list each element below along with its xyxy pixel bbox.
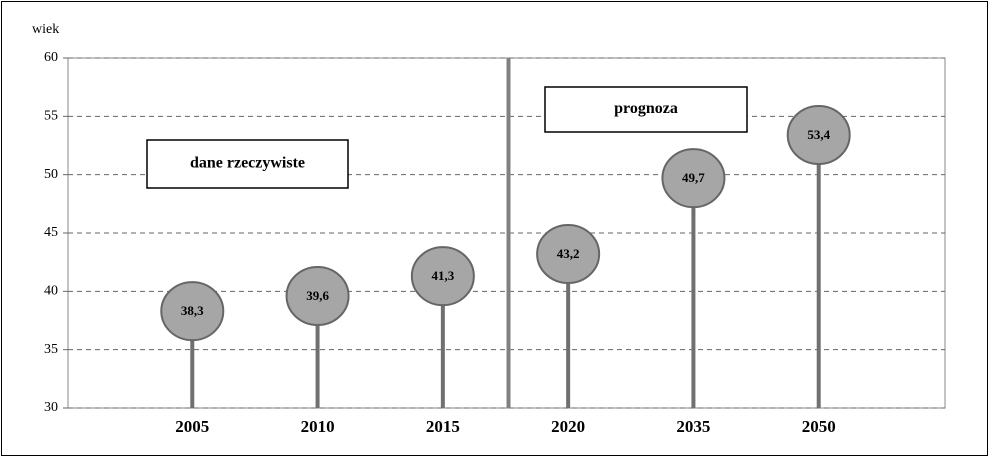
value-label: 39,6 [306,288,329,303]
y-tick-label: 55 [44,109,58,124]
y-tick-label: 30 [44,400,58,415]
value-label: 38,3 [181,303,204,318]
y-tick-label: 60 [44,50,58,65]
lollipop-head [536,224,601,284]
value-label: 53,4 [807,127,830,142]
lollipop-head [410,246,475,307]
y-tick-label: 40 [44,284,58,299]
annotation: prognoza [614,100,678,117]
x-tick-label: 2020 [551,417,585,436]
value-label: 43,2 [557,246,580,261]
y-tick-label: 50 [44,167,58,182]
x-tick-label: 2010 [301,417,335,436]
lollipop-head [285,266,350,326]
x-tick-label: 2005 [175,417,209,436]
x-tick-label: 2035 [676,417,710,436]
value-label: 49,7 [682,170,705,185]
annotation-box [544,86,748,133]
lollipop-head [786,105,851,165]
x-tick-label: 2050 [802,417,836,436]
annotation-box [146,139,349,189]
x-tick-label: 2015 [426,417,460,436]
y-axis-label: wiek [32,22,59,37]
value-label: 41,3 [431,268,454,283]
y-tick-label: 45 [44,225,58,240]
y-tick-label: 35 [44,342,58,357]
annotation: dane rzeczywiste [190,155,305,172]
lollipop-head [160,281,225,342]
lollipop-head [661,148,726,209]
